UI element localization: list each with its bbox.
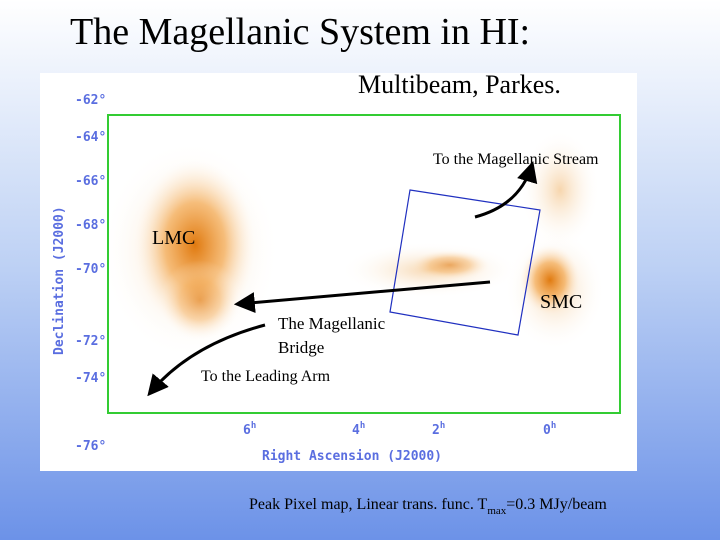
y-tick-label: -70° [75,262,106,277]
leading-arm-arrow [147,323,266,397]
bridge-label: The Magellanic [278,314,386,333]
bridge-label: Bridge [278,338,324,357]
map-frame [107,114,621,414]
title: The Magellanic System in HI: [70,11,530,53]
x-tick-label: 4h [352,421,365,438]
caption: Peak Pixel map, Linear trans. func. Tmax… [249,496,607,517]
lmc-label: LMC [152,227,195,249]
y-tick-label: -68° [75,218,106,233]
smc-label: SMC [540,291,582,313]
y-tick-label: -64° [75,130,106,145]
subtitle: Multibeam, Parkes. [358,70,561,99]
stream-label: To the Magellanic Stream [433,151,599,168]
y-axis-label: Declination (J2000) [52,206,67,355]
survey-box [389,189,541,336]
x-tick-label: 6h [243,421,256,438]
x-axis-label: Right Ascension (J2000) [262,449,442,464]
leading-arm-label: To the Leading Arm [201,368,331,385]
y-tick-label: -74° [75,371,106,386]
y-tick-label: -76° [75,439,106,454]
y-tick-label: -72° [75,334,106,349]
stream-arrow [474,160,538,219]
y-tick-label: -66° [75,174,106,189]
x-tick-label: 2h [432,421,445,438]
y-tick-label: -62° [75,93,106,108]
bridge-arrow [233,280,491,313]
x-tick-label: 0h [543,421,556,438]
